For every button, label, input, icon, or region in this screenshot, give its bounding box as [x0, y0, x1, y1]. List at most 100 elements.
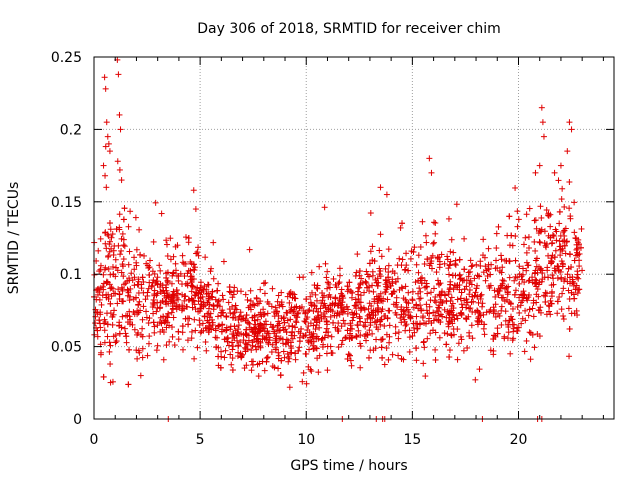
data-point	[508, 232, 515, 239]
data-point	[172, 243, 179, 250]
y-tick-label: 0.2	[60, 122, 82, 138]
data-point	[271, 364, 278, 371]
data-point	[371, 319, 378, 326]
data-point	[505, 283, 512, 290]
data-point	[368, 302, 375, 309]
data-point	[219, 292, 226, 299]
data-point	[559, 238, 566, 245]
data-point	[215, 297, 222, 304]
data-point	[118, 324, 125, 331]
data-point	[167, 256, 174, 263]
data-point	[96, 317, 103, 324]
data-point	[499, 280, 506, 287]
data-point	[429, 265, 436, 272]
data-point	[327, 302, 334, 309]
data-point	[97, 266, 104, 273]
data-point	[424, 335, 431, 342]
data-point	[175, 296, 182, 303]
data-point	[395, 329, 402, 336]
data-point	[322, 313, 329, 320]
data-point	[573, 307, 580, 314]
data-point	[126, 297, 133, 304]
data-point	[210, 239, 217, 246]
data-point	[149, 300, 156, 307]
data-point	[135, 276, 142, 283]
data-point	[410, 248, 417, 255]
data-point	[378, 344, 385, 351]
data-point	[498, 307, 505, 314]
data-point	[328, 333, 335, 340]
data-point	[150, 319, 157, 326]
data-point	[547, 234, 554, 241]
data-point	[325, 305, 332, 312]
data-point	[295, 347, 302, 354]
data-point	[445, 265, 452, 272]
data-point	[201, 313, 208, 320]
data-point	[357, 304, 364, 311]
data-point	[424, 310, 431, 317]
data-point	[404, 306, 411, 313]
data-point	[121, 243, 128, 250]
data-point	[131, 326, 138, 333]
data-point	[234, 337, 241, 344]
data-point	[479, 303, 486, 310]
data-point	[569, 278, 576, 285]
data-point	[567, 251, 574, 258]
data-point	[324, 285, 331, 292]
data-point	[213, 334, 220, 341]
data-point	[165, 310, 172, 317]
data-point	[381, 361, 388, 368]
data-point	[142, 296, 149, 303]
data-point	[126, 248, 133, 255]
data-point	[446, 261, 453, 268]
data-point	[125, 261, 132, 268]
data-point	[522, 234, 529, 241]
data-point	[140, 303, 147, 310]
data-point	[367, 248, 374, 255]
data-point	[145, 285, 152, 292]
data-point	[192, 306, 199, 313]
data-point	[381, 323, 388, 330]
data-point	[289, 322, 296, 329]
data-point	[292, 295, 299, 302]
data-point	[146, 333, 153, 340]
data-point	[533, 283, 540, 290]
data-point	[554, 298, 561, 305]
data-point	[190, 297, 197, 304]
data-point	[275, 365, 282, 372]
data-point	[520, 265, 527, 272]
data-point	[424, 256, 431, 263]
data-point	[575, 275, 582, 282]
data-point	[154, 304, 161, 311]
data-point	[134, 355, 141, 362]
data-point	[494, 264, 501, 271]
data-point	[289, 329, 296, 336]
data-point	[251, 325, 258, 332]
data-point	[119, 263, 126, 270]
data-point	[257, 309, 264, 316]
data-point	[120, 216, 127, 223]
data-point	[478, 291, 485, 298]
data-point	[308, 368, 315, 375]
data-point	[398, 306, 405, 313]
data-point	[352, 303, 359, 310]
data-point	[385, 356, 392, 363]
data-point	[498, 294, 505, 301]
data-point	[205, 290, 212, 297]
data-point	[272, 304, 279, 311]
data-point	[150, 238, 157, 245]
data-point	[436, 334, 443, 341]
data-point	[194, 249, 201, 256]
data-point	[265, 339, 272, 346]
data-point	[480, 269, 487, 276]
data-point	[169, 270, 176, 277]
data-point	[113, 226, 120, 233]
data-point	[377, 268, 384, 275]
data-point	[394, 275, 401, 282]
data-point	[554, 310, 561, 317]
data-point	[543, 206, 550, 213]
data-point	[548, 290, 555, 297]
data-point	[566, 205, 573, 212]
data-point	[526, 306, 533, 313]
data-point	[463, 316, 470, 323]
